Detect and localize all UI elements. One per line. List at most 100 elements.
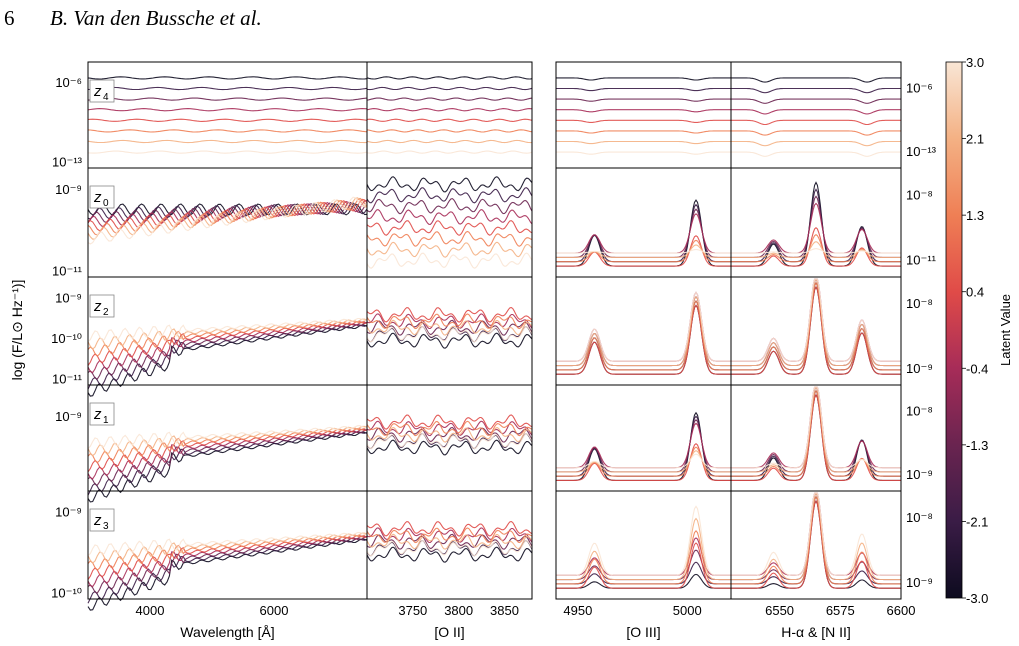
series-line — [366, 527, 533, 544]
series-line — [366, 426, 533, 443]
colorbar-tick-label: 3.0 — [966, 55, 984, 70]
series-line — [366, 241, 533, 258]
series-line — [366, 527, 533, 544]
latent-label-sub: 2 — [103, 307, 109, 318]
series-line — [366, 220, 533, 236]
x-axis-label: [O II] — [434, 624, 464, 640]
series-line — [556, 248, 731, 254]
series-line — [731, 234, 901, 263]
panel-frame — [730, 490, 902, 600]
series-line — [87, 321, 368, 374]
series-line — [366, 187, 533, 204]
series-line — [87, 198, 368, 232]
panel-z3-col3 — [730, 490, 902, 600]
panel-z0-col3 — [730, 167, 902, 278]
series-line — [556, 77, 731, 81]
series-line — [87, 139, 368, 144]
series-line — [366, 86, 533, 91]
series-line — [556, 295, 731, 367]
series-line — [731, 151, 901, 157]
panel-frame — [555, 276, 732, 386]
y-tick-label-right: 10⁻⁸ — [906, 296, 933, 311]
x-tick-label: 6000 — [260, 603, 289, 618]
series-line — [87, 535, 368, 588]
panel-z0-col1 — [366, 167, 533, 278]
series-line — [366, 533, 533, 550]
panel-frame — [366, 490, 533, 600]
series-line — [731, 130, 901, 136]
latent-label-text: z — [93, 512, 102, 529]
series-line — [366, 420, 533, 437]
latent-label-sub: 3 — [103, 521, 109, 532]
panel-z4-col1 — [366, 61, 533, 169]
panel-z2-col0 — [87, 276, 368, 397]
series-line — [556, 299, 731, 371]
series-line — [366, 540, 533, 557]
series-line — [366, 76, 533, 80]
colorbar-tick-label: 1.3 — [966, 208, 984, 223]
panel-z3-col0 — [87, 490, 368, 611]
series-line — [366, 546, 533, 563]
series-line — [556, 140, 731, 145]
y-tick-label-right: 10⁻⁸ — [906, 510, 933, 525]
series-line — [87, 108, 368, 112]
series-line — [87, 532, 368, 564]
panel-z1-col3 — [730, 384, 902, 492]
y-tick-label-left: 10⁻⁹ — [55, 291, 82, 306]
panel-z2-col1 — [366, 276, 533, 386]
series-line — [366, 97, 533, 101]
series-line — [366, 176, 533, 193]
series-line — [87, 429, 368, 486]
series-line — [731, 109, 901, 115]
colorbar-tick-label: -3.0 — [966, 591, 988, 606]
series-line — [366, 319, 533, 336]
series-line — [366, 420, 533, 437]
series-line — [87, 428, 368, 480]
series-line — [366, 521, 533, 537]
panel-z0-col2 — [555, 167, 732, 278]
series-line — [556, 98, 731, 102]
y-tick-label-right: 10⁻¹³ — [906, 144, 937, 159]
page-number: 6 — [4, 6, 15, 30]
series-line — [366, 439, 533, 456]
series-line — [731, 77, 901, 83]
series-line — [87, 317, 368, 342]
panel-z1-col1 — [366, 384, 533, 492]
series-line — [731, 492, 901, 581]
series-line — [87, 129, 368, 133]
series-line — [731, 278, 901, 362]
latent-label-text: z — [93, 298, 102, 315]
series-line — [556, 109, 731, 113]
running-title: B. Van den Bussche et al. — [50, 6, 262, 30]
series-line — [366, 326, 533, 343]
series-line — [87, 318, 368, 350]
series-line — [556, 151, 731, 155]
x-tick-label: 3750 — [398, 603, 427, 618]
x-tick-label: 5000 — [673, 603, 702, 618]
x-axis-label: [O III] — [626, 624, 660, 640]
series-line — [731, 495, 901, 585]
series-line — [556, 304, 731, 375]
series-line — [556, 542, 731, 589]
series-line — [731, 492, 901, 576]
x-tick-label: 4000 — [136, 603, 165, 618]
series-line — [366, 426, 533, 443]
series-line — [731, 492, 901, 581]
y-tick-label-right: 10⁻⁹ — [906, 467, 933, 482]
series-line — [87, 321, 368, 380]
series-line — [731, 386, 901, 469]
series-line — [87, 425, 368, 449]
series-line — [731, 226, 901, 267]
series-line — [731, 278, 901, 362]
series-line — [366, 252, 533, 269]
latent-label-text: z — [93, 189, 102, 206]
x-tick-label: 6575 — [826, 603, 855, 618]
series-line — [731, 140, 901, 147]
x-tick-label: 6600 — [887, 603, 916, 618]
series-line — [731, 492, 901, 576]
series-line — [556, 208, 731, 258]
